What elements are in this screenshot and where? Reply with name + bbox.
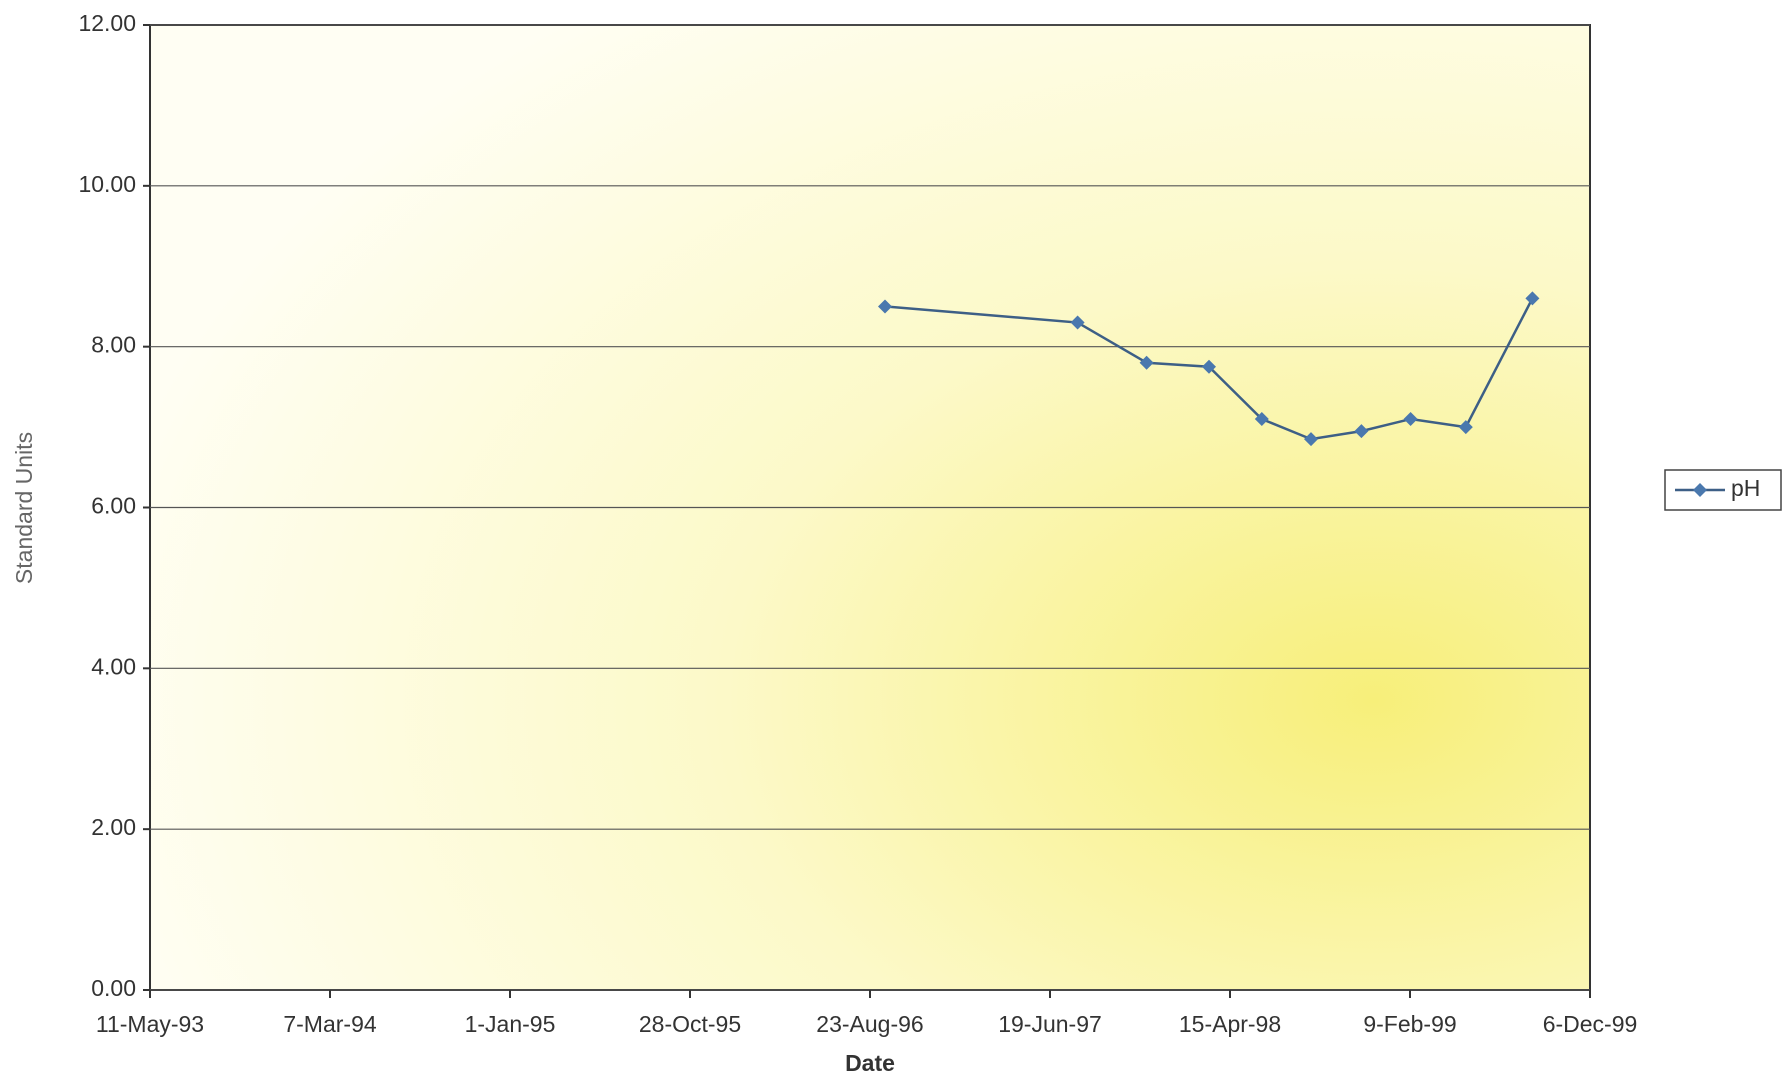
x-tick-label: 6-Dec-99 (1543, 1011, 1638, 1037)
data-point (1254, 412, 1269, 427)
x-tick-label: 9-Feb-99 (1363, 1011, 1456, 1037)
y-tick-label: 10.00 (78, 171, 136, 197)
legend-label: pH (1731, 475, 1760, 501)
y-tick-label: 12.00 (78, 10, 136, 36)
legend-marker (1693, 483, 1707, 497)
x-tick-label: 19-Jun-97 (998, 1011, 1102, 1037)
data-point (1139, 355, 1154, 370)
data-point (1070, 315, 1085, 330)
x-tick-label: 1-Jan-95 (465, 1011, 556, 1037)
x-tick-label: 28-Oct-95 (639, 1011, 741, 1037)
y-axis-label: Standard Units (11, 432, 37, 584)
x-tick-label: 15-Apr-98 (1179, 1011, 1281, 1037)
y-tick-label: 4.00 (91, 653, 136, 679)
data-point (1304, 432, 1318, 447)
x-axis-label: Date (845, 1050, 895, 1076)
x-tick-label: 23-Aug-96 (816, 1011, 923, 1037)
data-point (1354, 424, 1369, 439)
x-tick-label: 11-May-93 (96, 1011, 204, 1037)
data-point (878, 299, 892, 314)
y-tick-label: 8.00 (91, 332, 136, 358)
y-tick-label: 2.00 (91, 814, 136, 840)
data-point (1202, 359, 1216, 374)
series-line (884, 297, 1534, 441)
y-tick-label: 6.00 (91, 493, 136, 519)
data-point (1403, 412, 1418, 427)
data-point (1525, 291, 1540, 306)
y-tick-label: 0.00 (91, 975, 136, 1001)
data-point (1458, 420, 1473, 435)
x-tick-label: 7-Mar-94 (283, 1011, 377, 1037)
